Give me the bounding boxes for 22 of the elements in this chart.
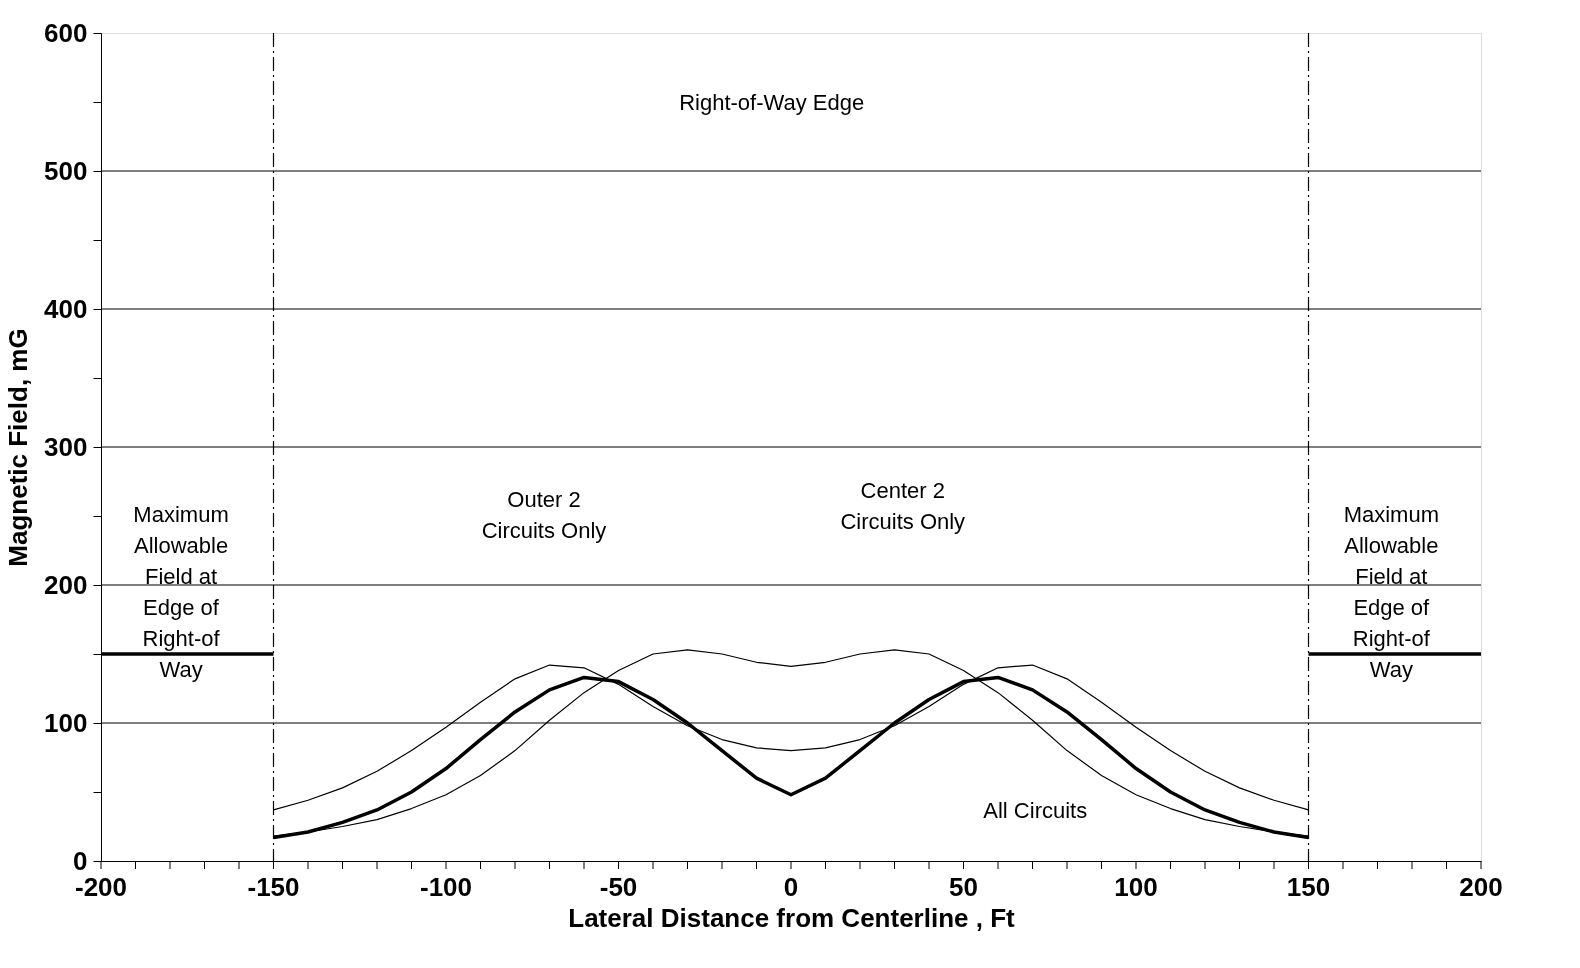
- x-tick-label: 150: [1286, 872, 1331, 902]
- x-axis-title: Lateral Distance from Centerline , Ft: [568, 902, 1016, 933]
- x-tick-label: -100: [419, 872, 473, 902]
- x-tick-label: 0: [783, 872, 799, 902]
- y-tick-label: 400: [44, 293, 88, 324]
- x-tick-label: 200: [1459, 872, 1503, 902]
- x-tick-label: 100: [1114, 872, 1158, 902]
- y-tick-label: 100: [44, 707, 88, 738]
- x-tick-label: -150: [247, 872, 300, 902]
- y-tick-label: 300: [44, 431, 88, 462]
- annotation: Right-of-Way Edge: [679, 90, 865, 116]
- annotation: All Circuits: [983, 798, 1088, 824]
- x-tick-label: 50: [949, 872, 978, 902]
- y-tick-label: 200: [44, 569, 88, 600]
- y-tick-label: 600: [44, 17, 88, 48]
- annotation: Maximum Allowable Field at Edge of Right-of Way: [1343, 501, 1439, 682]
- x-tick-label: -50: [599, 872, 638, 902]
- annotation: Center 2 Circuits Only: [840, 477, 966, 534]
- y-axis-title: Magnetic Field, mG: [3, 328, 34, 567]
- y-tick-label: 500: [44, 155, 88, 186]
- annotation: Maximum Allowable Field at Edge of Right-of Way: [133, 501, 229, 682]
- annotation: Outer 2 Circuits Only: [481, 486, 607, 543]
